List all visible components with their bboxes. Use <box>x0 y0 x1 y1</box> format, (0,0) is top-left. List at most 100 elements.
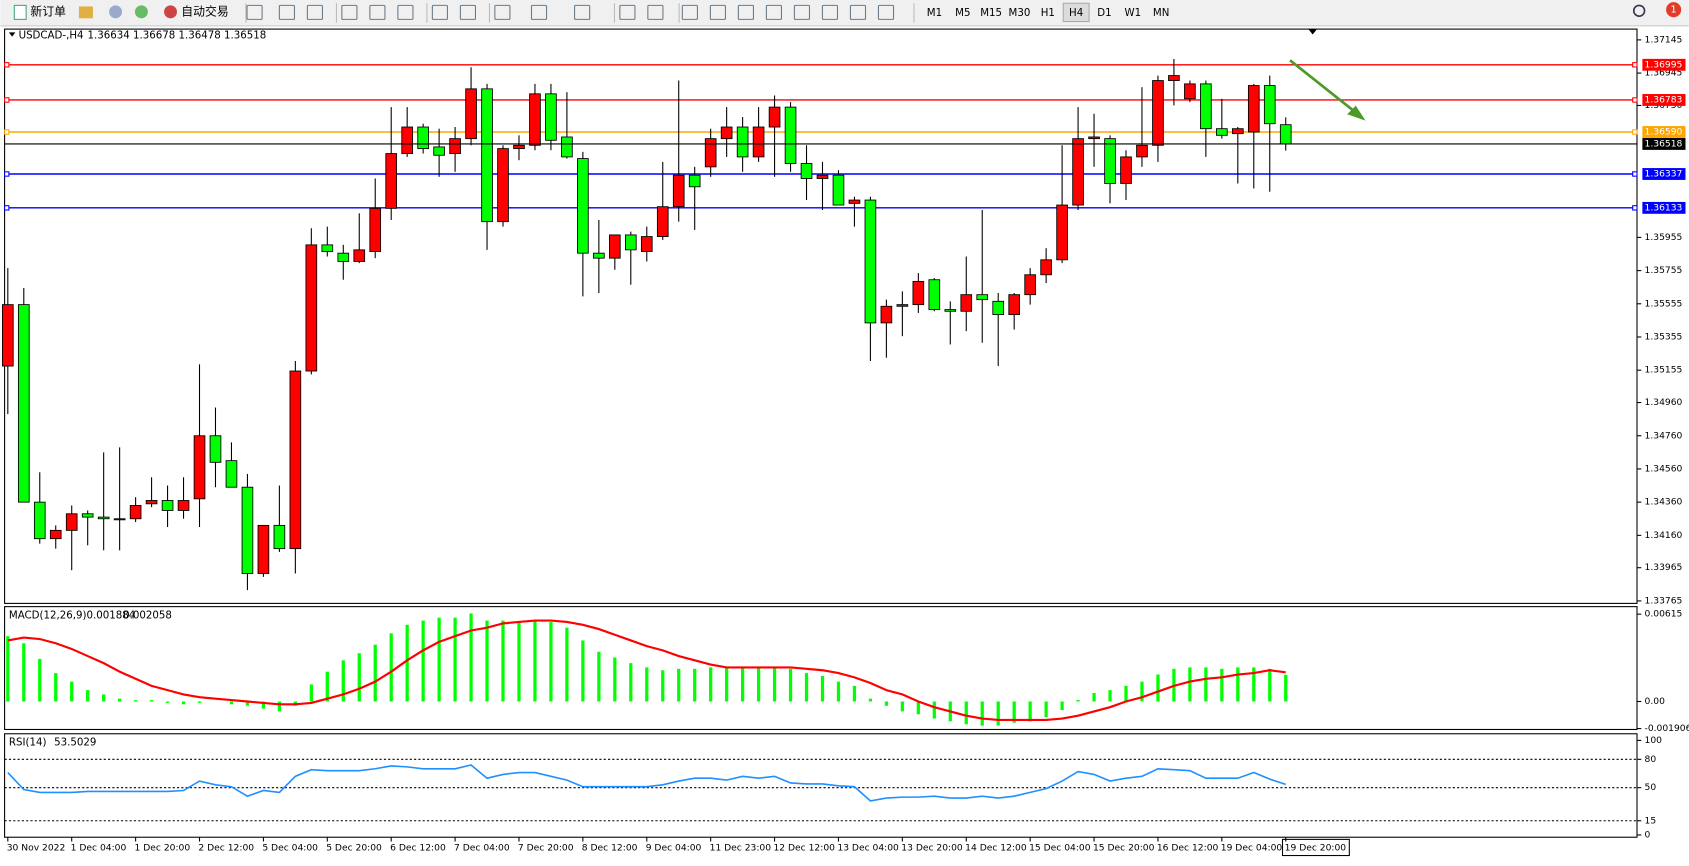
candle-body <box>433 146 445 156</box>
y-tick-label: 0.00615 <box>1645 610 1683 620</box>
macd-bar <box>868 698 873 702</box>
candle-body <box>257 524 270 574</box>
last-price-label: 1.36518 <box>1645 139 1683 149</box>
toolbar-icon[interactable] <box>431 4 448 20</box>
y-tick-label: 50 <box>1645 783 1657 793</box>
timeframe-button[interactable]: H1 <box>1041 8 1055 19</box>
macd-bar <box>565 627 569 702</box>
toolbar-icons <box>245 3 915 23</box>
toolbar-icon[interactable] <box>681 4 698 20</box>
candle-body <box>305 244 318 372</box>
x-tick-label: 14 Dec 12:00 <box>965 843 1027 853</box>
candle-body <box>912 280 925 306</box>
new-order-button[interactable]: 新订单 <box>13 4 66 20</box>
toolbar-icon[interactable] <box>134 5 148 19</box>
y-tick-label: 1.33965 <box>1645 563 1683 573</box>
timeframe-button[interactable]: M30 <box>1009 8 1031 19</box>
y-tick-label: 1.33765 <box>1645 596 1683 606</box>
macd-bar <box>772 667 777 702</box>
y-tick-label: -0.001906 <box>1645 724 1689 734</box>
toolbar-icon[interactable] <box>246 4 263 20</box>
toolbar-icon[interactable] <box>647 4 664 20</box>
candle-body <box>97 516 110 520</box>
candle-body <box>513 144 525 150</box>
candle-body <box>353 249 366 262</box>
toolbar-icon[interactable] <box>877 4 895 20</box>
candle-body <box>561 136 573 158</box>
candle-body <box>848 199 861 204</box>
macd-bar <box>964 701 968 725</box>
toolbar-icon[interactable] <box>494 4 511 20</box>
rsi-title: RSI(14) <box>9 737 47 748</box>
signal-value: 0.002058 <box>123 610 172 621</box>
toolbar-icon[interactable] <box>765 4 783 20</box>
toolbar-icon[interactable] <box>397 4 414 20</box>
candle-body <box>1200 83 1212 130</box>
toolbar-icon[interactable] <box>574 4 591 20</box>
toolbar-icon[interactable] <box>849 4 867 20</box>
macd-bar <box>1060 701 1064 711</box>
timeframe-button[interactable]: D1 <box>1097 8 1111 19</box>
auto-trade-button[interactable]: 自动交易 <box>164 4 229 18</box>
toolbar-icon[interactable] <box>459 4 476 20</box>
candle-body <box>720 126 733 140</box>
macd-bar <box>309 684 313 702</box>
candle-body <box>1072 138 1084 206</box>
candle-body <box>704 138 717 168</box>
toolbar-icon[interactable] <box>793 4 811 20</box>
candle-body <box>1120 156 1132 184</box>
timeframe-button[interactable]: M15 <box>980 8 1002 19</box>
toolbar-icon[interactable] <box>306 4 323 20</box>
timeframe-button[interactable]: W1 <box>1125 8 1142 19</box>
y-tick-label: 1.35555 <box>1645 299 1683 309</box>
notification-badge[interactable] <box>1666 2 1682 18</box>
macd-bar <box>693 668 697 702</box>
toolbar-icon[interactable] <box>278 4 295 20</box>
auto-trade-icon <box>164 5 177 19</box>
ohlc-value: 1.36518 <box>224 31 266 42</box>
y-tick-label: 1.34960 <box>1645 398 1683 408</box>
toolbar-icon[interactable] <box>341 4 358 20</box>
macd-bar <box>549 621 553 702</box>
macd-bar <box>149 700 154 702</box>
candle-body <box>17 304 30 503</box>
toolbar-icon[interactable] <box>821 4 839 20</box>
candle-body <box>1263 85 1276 125</box>
macd-bar <box>102 694 106 702</box>
rsi-panel-frame <box>4 733 1638 838</box>
candle-body <box>193 435 206 500</box>
macd-bar <box>1236 667 1240 702</box>
toolbar-icon[interactable] <box>619 4 636 20</box>
toolbar-icon[interactable] <box>737 4 754 20</box>
toolbar-icon[interactable] <box>109 5 123 19</box>
toolbar: 新订单 自动交易 M1 M5 M15 M30 H1 H4 D1 W1 MN 1 <box>0 0 1689 27</box>
candle-body <box>161 500 174 511</box>
timeframe-button[interactable]: H4 <box>1069 8 1083 19</box>
ohlc-header: 1.36634 1.36678 1.36478 1.36518 <box>88 31 267 42</box>
macd-bar <box>245 701 250 706</box>
candle-body <box>401 126 413 155</box>
candle-body <box>1279 124 1292 145</box>
macd-bar <box>820 675 825 702</box>
level-label-bg <box>1642 201 1686 214</box>
timeframe-button[interactable]: M5 <box>955 8 970 19</box>
timeframe-button[interactable]: M1 <box>927 8 942 19</box>
macd-bar <box>629 663 633 702</box>
x-tick-label: 5 Dec 04:00 <box>262 843 318 853</box>
search-icon[interactable] <box>1632 4 1646 17</box>
toolbar-icon[interactable] <box>530 4 548 20</box>
candle-body <box>1088 136 1100 140</box>
macd-bar <box>1012 701 1016 723</box>
candle-body <box>321 244 334 252</box>
macd-bar <box>1156 674 1160 702</box>
candle-body <box>609 234 621 259</box>
candle-body <box>1024 274 1036 296</box>
toolbar-icon[interactable] <box>709 4 726 20</box>
toolbar-icon[interactable] <box>369 4 386 20</box>
candle-body <box>752 126 765 158</box>
y-tick-label: 80 <box>1645 755 1657 765</box>
timeframe-button[interactable]: MN <box>1153 8 1169 19</box>
candle-body <box>225 460 238 488</box>
toolbar-icon[interactable] <box>78 6 93 19</box>
y-tick-label: 1.34160 <box>1645 531 1683 541</box>
